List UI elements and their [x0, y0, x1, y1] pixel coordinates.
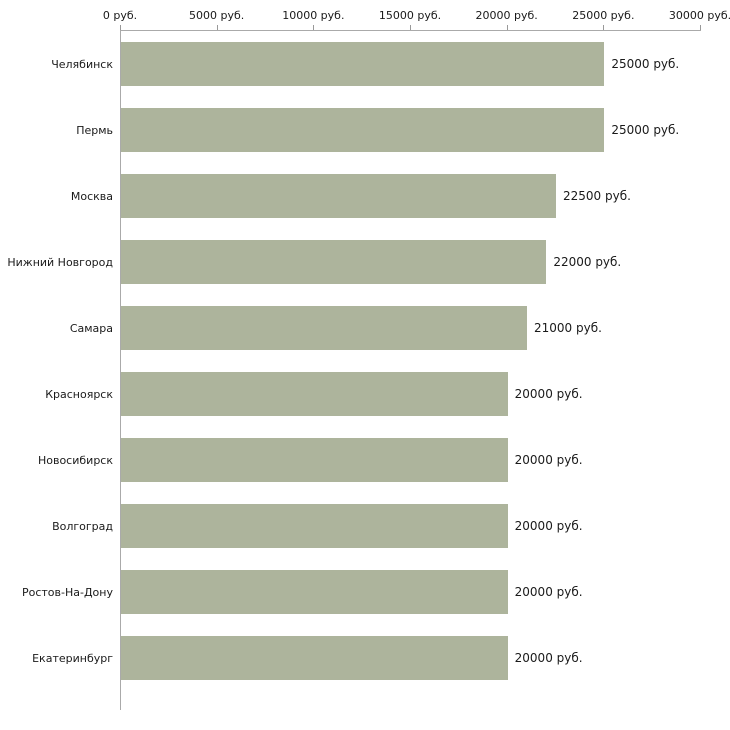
- y-axis-line: [120, 30, 121, 710]
- bar-row: Волгоград 20000 руб.: [0, 493, 730, 559]
- bar-value-label: 20000 руб.: [514, 585, 583, 599]
- category-label: Нижний Новгород: [7, 255, 113, 269]
- bar-row: Новосибирск 20000 руб.: [0, 427, 730, 493]
- category-label: Ростов-На-Дону: [21, 585, 113, 599]
- x-axis-tick-label: 30000 руб.: [668, 9, 730, 22]
- category-label: Москва: [70, 189, 113, 203]
- bar: [121, 42, 605, 86]
- x-axis-tick-mark: [216, 25, 218, 30]
- x-axis-line: [120, 30, 701, 31]
- bar-value-label: 22000 руб.: [553, 255, 622, 269]
- category-label: Екатеринбург: [32, 651, 113, 665]
- x-axis-tick-label: 25000 руб.: [572, 9, 635, 22]
- bar: [121, 108, 605, 152]
- category-label: Пермь: [76, 123, 113, 137]
- category-label: Красноярск: [45, 387, 113, 401]
- x-axis-tick-label: 10000 руб.: [282, 9, 345, 22]
- bar-row: Екатеринбург 20000 руб.: [0, 625, 730, 691]
- bar-rows: Челябинск 25000 руб. Пермь 25000 руб. Москва…: [0, 31, 730, 691]
- bar-row: Пермь 25000 руб.: [0, 97, 730, 163]
- bar-row: Ростов-На-Дону 20000 руб.: [0, 559, 730, 625]
- bar-value-label: 20000 руб.: [514, 651, 583, 665]
- bar: [121, 372, 508, 416]
- bar-row: Нижний Новгород 22000 руб.: [0, 229, 730, 295]
- x-axis-tick-mark: [410, 25, 411, 30]
- bar-value-label: 20000 руб.: [514, 519, 583, 533]
- x-axis-tick-label: 5000 руб.: [189, 9, 245, 22]
- x-axis-tick-mark: [313, 25, 315, 30]
- x-axis-tick-label: 20000 руб.: [475, 9, 538, 22]
- category-label: Новосибирск: [37, 453, 113, 467]
- bar: [121, 174, 556, 218]
- bar: [121, 570, 508, 614]
- bar-value-label: 21000 руб.: [534, 321, 602, 335]
- x-axis-tick-mark: [506, 25, 508, 30]
- x-axis-tick-label: 0 руб.: [102, 9, 138, 22]
- bar-value-label: 20000 руб.: [514, 387, 583, 401]
- bar: [121, 438, 508, 482]
- bar: [121, 636, 508, 680]
- bar-value-label: 20000 руб.: [514, 453, 583, 467]
- x-axis-tick-mark: [603, 25, 605, 30]
- category-label: Самара: [69, 321, 113, 335]
- bar-row: Москва 22500 руб.: [0, 163, 730, 229]
- bar: [121, 306, 527, 350]
- x-axis-tick-label: 15000 руб.: [378, 9, 442, 22]
- bar-row: Красноярск 20000 руб.: [0, 361, 730, 427]
- category-label: Челябинск: [51, 57, 113, 71]
- x-axis-tick-mark: [120, 25, 121, 30]
- bar-row: Челябинск 25000 руб.: [0, 31, 730, 97]
- bar-value-label: 25000 руб.: [611, 57, 680, 71]
- bar-value-label: 25000 руб.: [611, 123, 680, 137]
- bar-value-label: 22500 руб.: [563, 189, 631, 203]
- bar: [121, 240, 547, 284]
- bar-row: Самара 21000 руб.: [0, 295, 730, 361]
- x-axis-tick-mark: [700, 25, 701, 30]
- bar: [121, 504, 508, 548]
- category-label: Волгоград: [52, 519, 113, 533]
